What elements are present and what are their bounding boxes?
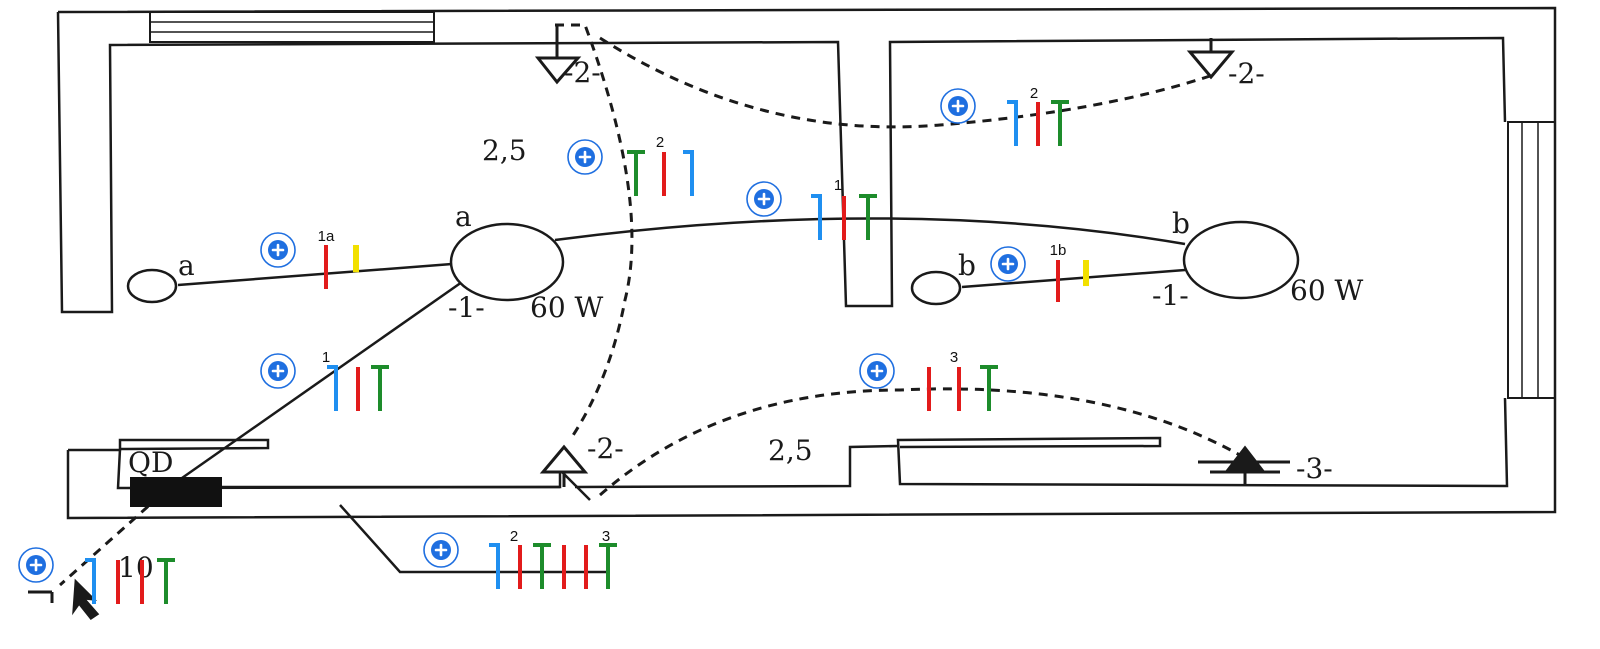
circuit-label: 1b [1050, 242, 1067, 259]
plus-icon [1001, 257, 1015, 271]
circuit-label: 2 [656, 134, 664, 151]
conductor-earth [627, 150, 645, 196]
plus-icon [578, 150, 592, 164]
dashed-top-run [599, 36, 1211, 129]
outlet-bottom-right-icon [1198, 445, 1290, 484]
section-bottom-label: 2,5 [768, 434, 813, 467]
distribution-panel [130, 477, 222, 507]
switch-b [910, 270, 962, 306]
circuit-label: 2 [1030, 85, 1038, 102]
wire-panel-to-outlet [220, 466, 591, 501]
plus-icon [271, 243, 285, 257]
lamp-b-number: -1- [1152, 279, 1189, 312]
walls [56, 6, 1557, 520]
plus-icon [951, 99, 965, 113]
conductor-neutral [1007, 100, 1018, 146]
circuit-label: 2 [510, 528, 518, 545]
lamp-a [449, 222, 565, 302]
lamp-a-label: a [455, 200, 472, 233]
outlet-bottom-mid-label: -2- [587, 432, 624, 465]
outlet-bottom-right-label: -3- [1296, 452, 1333, 485]
lamp-b-power: 60 W [1290, 274, 1364, 307]
marker-circuit-1a: 1a [260, 228, 359, 289]
marker-circuit-feed [18, 547, 175, 604]
wire-lamp-a-to-lamp-b [554, 217, 1186, 246]
marker-circuit-1b: 1b [990, 242, 1089, 302]
dashed-wiring [59, 23, 1246, 587]
plus-icon [434, 543, 448, 557]
marker-circuit-2-right: 2 [940, 85, 1069, 146]
conductor-earth [371, 365, 389, 411]
plus-icon [870, 364, 884, 378]
dashed-vertical-run [555, 23, 634, 441]
dashed-bottom-run [599, 387, 1246, 497]
wire-lamp-a-to-panel [171, 280, 463, 487]
conductor-neutral [327, 365, 338, 411]
marker-circuit-1-mid: 1 [746, 177, 877, 240]
outlet-top-right-icon [1186, 38, 1236, 80]
conductor-earth [1051, 100, 1069, 146]
marker-circuit-3: 3 [859, 349, 998, 411]
add-marker-button[interactable] [940, 88, 976, 124]
circuit-label: 3 [602, 528, 610, 545]
outlet-top-left-label: -2- [564, 56, 601, 89]
circuit-label: 3 [950, 349, 958, 366]
conductor-earth [980, 365, 998, 411]
lamp-a-power: 60 W [530, 291, 604, 324]
add-marker-button[interactable] [859, 353, 895, 389]
lamp-b-label: b [1172, 207, 1190, 240]
lamp-a-number: -1- [448, 291, 485, 324]
add-marker-button[interactable] [260, 353, 296, 389]
circuit-label: 1 [322, 349, 330, 366]
plus-icon [271, 364, 285, 378]
plus-icon [757, 192, 771, 206]
section-left-label: 2,5 [482, 134, 527, 167]
outlet-top-left-icon [534, 25, 582, 85]
outlet-bottom-mid-icon [539, 444, 589, 487]
wire-switch-b-to-lamp-b [961, 268, 1186, 289]
conductor-earth [533, 543, 551, 589]
section-feed-label: 10 [118, 551, 154, 584]
conductor-earth [157, 558, 175, 604]
plus-icon [29, 558, 43, 572]
conductor-earth [599, 543, 617, 589]
conductor-neutral [85, 558, 96, 604]
add-marker-button[interactable] [18, 547, 54, 583]
marker-circuit-2-top: 2 [567, 134, 694, 196]
conductor-neutral [811, 194, 822, 240]
add-marker-button[interactable] [746, 181, 782, 217]
feed-arrow-icon [28, 578, 100, 621]
switch-b-label: b [958, 249, 976, 282]
lamp-b [1182, 220, 1300, 300]
outlet-top-right-label: -2- [1228, 57, 1265, 90]
solid-wiring [171, 217, 1186, 574]
conductor-earth [859, 194, 877, 240]
panel-label: QD [128, 446, 173, 479]
add-marker-button[interactable] [990, 246, 1026, 282]
conductor-neutral [489, 543, 500, 589]
switch-a [126, 268, 178, 304]
add-marker-button[interactable] [567, 139, 603, 175]
add-marker-button[interactable] [260, 232, 296, 268]
add-marker-button[interactable] [423, 532, 459, 568]
wire-switch-a-to-lamp-a [177, 262, 453, 287]
switch-a-label: a [178, 249, 195, 282]
conductor-neutral [683, 150, 694, 196]
circuit-label: 1 [834, 177, 842, 194]
circuit-label: 1a [318, 228, 335, 245]
marker-circuit-1-diag: 1 [260, 349, 389, 411]
